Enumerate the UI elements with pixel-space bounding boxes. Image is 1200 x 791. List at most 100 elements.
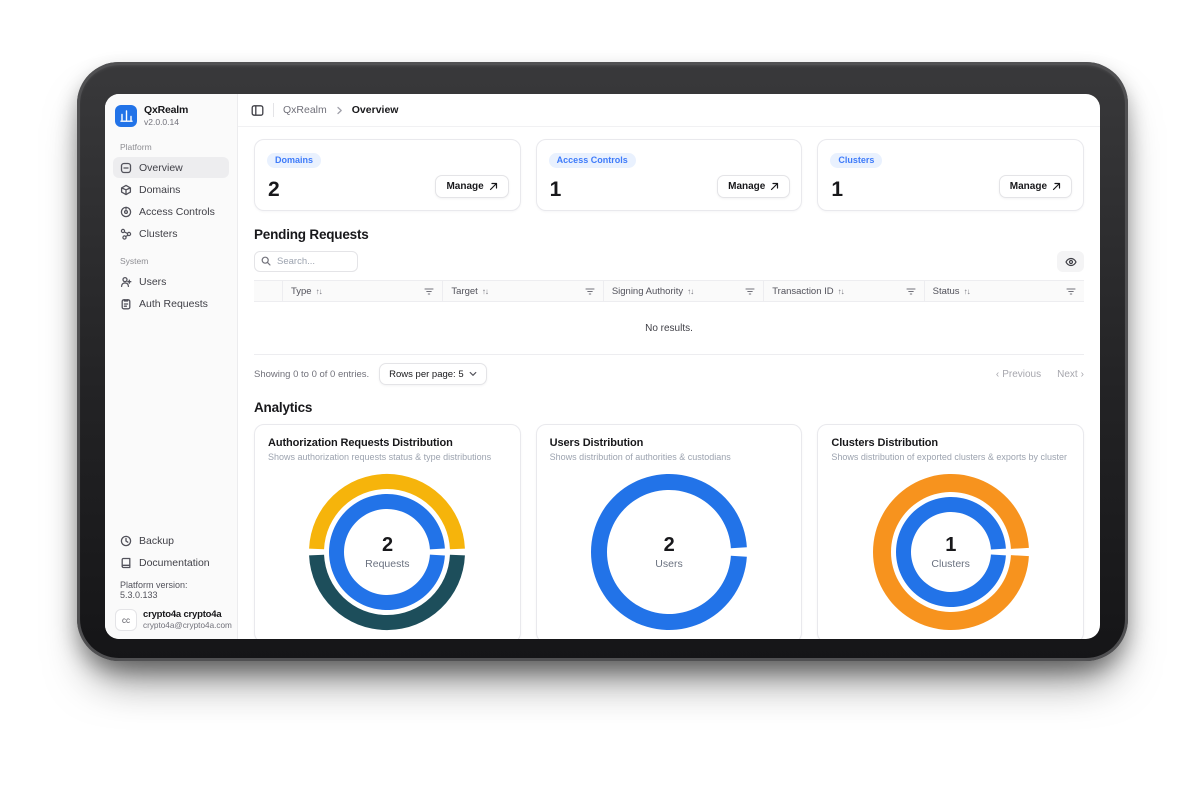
clusters-count: 1: [831, 178, 843, 201]
sidebar-item-clusters[interactable]: Clusters: [113, 223, 229, 244]
analytics-cards-row: Authorization Requests Distribution Show…: [254, 424, 1085, 639]
search-input[interactable]: [254, 251, 358, 272]
manage-access-controls-button[interactable]: Manage: [717, 175, 791, 198]
sidebar-section-system: System: [120, 256, 149, 266]
column-header-type[interactable]: Type ↑↓: [282, 281, 442, 301]
topbar: QxRealm Overview: [238, 94, 1100, 127]
donut-chart: 2 Users: [589, 472, 749, 632]
page-content: Domains 2 Manage Access Controls 1 Man: [238, 127, 1100, 639]
select-all-column: [254, 281, 282, 301]
rows-per-page-button[interactable]: Rows per page: 5: [379, 363, 487, 385]
pending-requests-table: Type ↑↓ Target ↑↓ Signing Authority ↑↓: [254, 280, 1084, 355]
sidebar-toggle-icon[interactable]: [251, 104, 264, 117]
users-icon: [120, 276, 132, 287]
main-area: QxRealm Overview Domains 2 Manage: [238, 94, 1100, 639]
sidebar-item-overview[interactable]: Overview: [113, 157, 229, 178]
chevron-down-icon: [469, 371, 477, 376]
search-box: [254, 251, 358, 272]
manage-domains-button[interactable]: Manage: [435, 175, 509, 198]
brand-version: v2.0.0.14: [144, 117, 179, 127]
filter-icon[interactable]: [906, 286, 916, 296]
breadcrumb-current: Overview: [351, 104, 399, 116]
chart-title: Authorization Requests Distribution: [268, 437, 453, 449]
chart-subtitle: Shows authorization requests status & ty…: [268, 452, 492, 462]
overview-icon: [120, 162, 132, 173]
table-toolbar: [254, 251, 1084, 272]
donut-rings: [590, 474, 747, 630]
chart-title: Users Distribution: [549, 437, 644, 449]
manage-clusters-button[interactable]: Manage: [998, 175, 1073, 198]
table-header: Type ↑↓ Target ↑↓ Signing Authority ↑↓: [254, 281, 1084, 302]
chevron-right-icon: [337, 106, 342, 114]
empty-state-text: No results.: [645, 322, 693, 334]
domains-count: 2: [268, 178, 280, 201]
arrow-up-right-icon: [771, 182, 779, 191]
column-visibility-button[interactable]: [1057, 251, 1084, 272]
donut-rings: [309, 473, 466, 631]
summary-card-access-controls: Access Controls 1 Manage: [535, 139, 803, 211]
sidebar-item-domains[interactable]: Domains: [113, 179, 229, 200]
clusters-badge: Clusters: [830, 152, 883, 168]
chart-title: Clusters Distribution: [831, 437, 939, 449]
sort-icon[interactable]: ↑↓: [837, 286, 845, 296]
donut-rings: [872, 474, 1029, 630]
platform-version-text: Platform version: 5.3.0.133: [120, 580, 188, 600]
domains-icon: [120, 184, 132, 195]
sort-icon[interactable]: ↑↓: [687, 286, 694, 296]
pagination: ‹ Previous Next ›: [996, 369, 1084, 380]
sort-icon[interactable]: ↑↓: [315, 286, 323, 296]
analytics-title: Analytics: [254, 400, 313, 415]
pending-requests-title: Pending Requests: [254, 227, 369, 242]
breadcrumb-root[interactable]: QxRealm: [283, 104, 327, 116]
clusters-icon: [120, 228, 132, 240]
sidebar-item-documentation[interactable]: Documentation: [113, 552, 229, 573]
account-name: crypto4a crypto4a: [143, 609, 222, 621]
brand-name: QxRealm: [144, 104, 189, 116]
auth-requests-icon: [121, 298, 131, 309]
column-header-transaction-id[interactable]: Transaction ID ↑↓: [763, 281, 923, 301]
previous-button[interactable]: ‹ Previous: [995, 368, 1042, 380]
access-controls-badge: Access Controls: [548, 152, 636, 168]
avatar: cc: [115, 609, 137, 631]
chart-subtitle: Shows distribution of exported clusters …: [831, 452, 1067, 462]
topbar-divider: [273, 103, 274, 117]
sidebar-item-users[interactable]: Users: [113, 271, 229, 292]
sidebar-item-backup[interactable]: Backup: [113, 530, 229, 551]
app-logo-icon: [115, 104, 137, 127]
next-button[interactable]: Next ›: [1057, 368, 1084, 380]
access-controls-icon: [120, 206, 132, 217]
sidebar-item-auth-requests[interactable]: Auth Requests: [113, 293, 229, 314]
app-window: QxRealm v2.0.0.14 Platform Overview Doma…: [105, 94, 1100, 639]
sort-icon[interactable]: ↑↓: [963, 286, 971, 296]
sidebar: QxRealm v2.0.0.14 Platform Overview Doma…: [105, 94, 238, 639]
donut-chart: 2 Requests: [307, 472, 467, 632]
arrow-up-right-icon: [1052, 182, 1061, 191]
sort-icon[interactable]: ↑↓: [481, 286, 489, 296]
filter-icon[interactable]: [424, 286, 434, 296]
column-header-signing-authority[interactable]: Signing Authority ↑↓: [602, 281, 763, 301]
account-selector[interactable]: cc crypto4a crypto4a crypto4a@crypto4a.c…: [113, 607, 232, 631]
backup-clock-icon: [120, 535, 132, 546]
sidebar-item-access-controls[interactable]: Access Controls: [113, 201, 229, 222]
summary-card-domains: Domains 2 Manage: [254, 139, 521, 211]
column-header-target[interactable]: Target ↑↓: [442, 281, 602, 301]
summary-cards-row: Domains 2 Manage Access Controls 1 Man: [254, 139, 1085, 211]
column-header-status[interactable]: Status ↑↓: [923, 281, 1084, 301]
access-controls-count: 1: [549, 178, 562, 201]
summary-card-clusters: Clusters 1 Manage: [817, 139, 1085, 211]
search-icon: [261, 256, 271, 266]
filter-icon[interactable]: [745, 286, 755, 296]
brand: QxRealm v2.0.0.14: [113, 104, 229, 127]
chart-card-users: Users Distribution Shows distribution of…: [535, 424, 803, 639]
eye-icon: [1064, 257, 1077, 266]
sidebar-section-platform: Platform: [120, 142, 152, 152]
entries-summary: Showing 0 to 0 of 0 entries.: [254, 368, 370, 380]
documentation-book-icon: [121, 557, 131, 568]
tablet-frame: QxRealm v2.0.0.14 Platform Overview Doma…: [77, 62, 1128, 661]
donut-chart: 1 Clusters: [871, 472, 1031, 632]
chart-card-clusters: Clusters Distribution Shows distribution…: [817, 424, 1085, 639]
filter-icon[interactable]: [1066, 286, 1076, 296]
filter-icon[interactable]: [585, 286, 595, 296]
chart-card-authorization-requests: Authorization Requests Distribution Show…: [254, 424, 521, 639]
